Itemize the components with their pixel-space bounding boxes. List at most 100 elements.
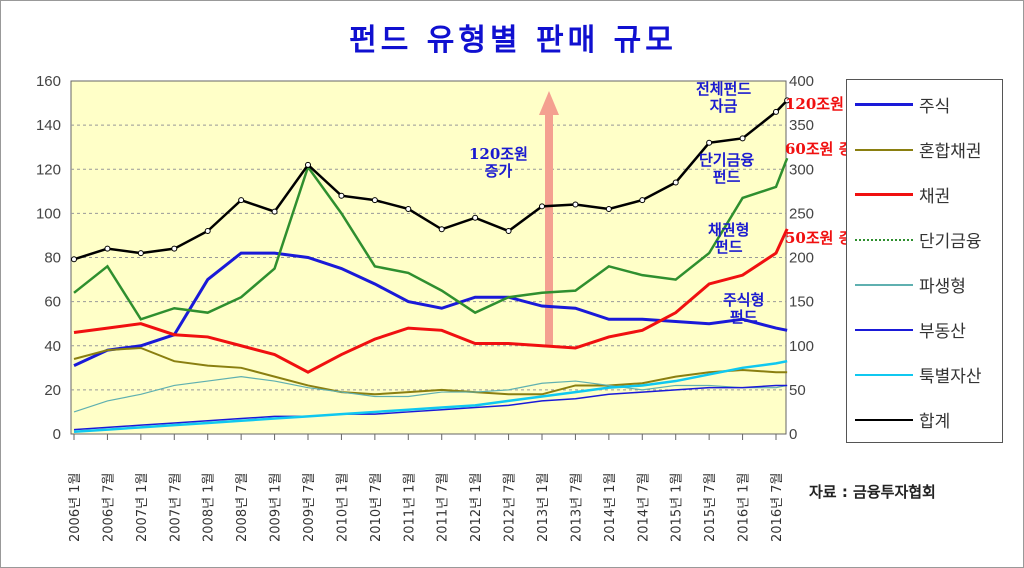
- x-tick-label: 2006년 7월: [101, 473, 116, 542]
- data-point: [773, 108, 779, 115]
- data-point: [238, 197, 245, 204]
- equity-label: 주식형 펀드: [723, 291, 765, 326]
- data-point: [438, 226, 445, 233]
- x-tick-label: 2013년 1월: [536, 473, 551, 542]
- x-tick-label: 2010년 7월: [369, 473, 384, 542]
- right-tick-label: 0: [789, 426, 797, 443]
- legend-item: 채권: [855, 182, 950, 207]
- data-point: [338, 192, 345, 199]
- legend-swatch: [855, 148, 913, 151]
- legend-swatch: [855, 328, 913, 331]
- series-line-채권: [73, 228, 789, 374]
- left-tick-label: 0: [53, 426, 61, 443]
- x-tick-label: 2008년 1월: [202, 473, 217, 542]
- series-line-부동산: [73, 384, 788, 431]
- left-tick-label: 60: [44, 294, 61, 311]
- mmf-increase: 60조원 증가: [785, 140, 867, 158]
- mmf-label: 단기금융 펀드: [699, 151, 755, 186]
- x-tick-label: 2014년 1월: [603, 473, 618, 542]
- data-point: [71, 256, 77, 263]
- x-tick-label: 2011년 7월: [436, 473, 451, 542]
- series-line-주식: [73, 251, 788, 367]
- x-tick-label: 2012년 1월: [469, 473, 484, 542]
- increase-arrow-head: [539, 91, 559, 115]
- left-tick-label: 160: [36, 73, 61, 90]
- left-tick-label: 100: [36, 205, 61, 222]
- series-line-파생형: [73, 376, 788, 413]
- x-tick-label: 2015년 1월: [670, 473, 685, 542]
- left-tick-label: 120: [36, 161, 61, 178]
- x-tick-label: 2016년 7월: [770, 473, 785, 542]
- left-tick-label: 40: [44, 338, 61, 355]
- x-tick-label: 2013년 7월: [569, 473, 584, 542]
- x-tick-label: 2006년 1월: [68, 473, 83, 542]
- x-tick-label: 2012년 7월: [503, 473, 518, 542]
- legend-item: 주식: [855, 92, 950, 117]
- legend-swatch: [855, 283, 913, 286]
- data-point: [137, 250, 144, 257]
- legend-label: 부동산: [919, 322, 966, 342]
- arrow-annotation: 120조원 증가: [469, 145, 528, 180]
- legend-label: 단기금융: [919, 232, 982, 252]
- data-point: [639, 197, 646, 204]
- legend-swatch: [855, 193, 913, 196]
- bond-label: 채권형 펀드: [708, 221, 750, 256]
- data-point: [305, 161, 311, 168]
- series-line-툭별자산: [73, 359, 788, 434]
- data-point: [505, 228, 512, 235]
- chart-title: 펀드 유형별 판매 규모: [349, 23, 677, 58]
- x-tick-label: 2011년 1월: [402, 473, 417, 542]
- legend-label: 툭별자산: [919, 367, 982, 387]
- legend-item: 툭별자산: [855, 362, 982, 387]
- data-point: [739, 135, 746, 142]
- right-tick-label: 150: [789, 294, 814, 311]
- right-tick-label: 100: [789, 338, 814, 355]
- x-tick-label: 2015년 7월: [703, 473, 718, 542]
- data-point: [271, 208, 278, 215]
- data-point: [539, 203, 545, 210]
- data-point: [472, 214, 479, 221]
- series-line-단기금융: [73, 157, 789, 321]
- data-point: [405, 205, 412, 212]
- x-tick-label: 2014년 7월: [636, 473, 651, 542]
- legend-swatch: [855, 238, 913, 241]
- data-point: [371, 197, 378, 204]
- right-tick-label: 250: [789, 205, 814, 222]
- legend-swatch: [855, 418, 913, 421]
- legend-item: 파생형: [855, 272, 966, 297]
- data-point: [605, 205, 612, 212]
- right-tick-label: 50: [789, 382, 806, 399]
- x-tick-label: 2009년 1월: [269, 473, 284, 542]
- x-tick-label: 2016년 1월: [737, 473, 752, 542]
- left-tick-label: 80: [44, 250, 61, 267]
- left-tick-label: 140: [36, 117, 61, 134]
- legend-item: 부동산: [855, 317, 966, 342]
- bond-increase: 50조원 증가: [785, 229, 867, 247]
- legend-item: 합계: [855, 407, 950, 432]
- right-tick-label: 350: [789, 117, 814, 134]
- data-point: [672, 179, 679, 186]
- data-point: [572, 201, 579, 208]
- legend-item: 단기금융: [855, 227, 982, 252]
- legend-label: 주식: [919, 97, 951, 117]
- data-point: [171, 245, 178, 252]
- right-tick-label: 200: [789, 250, 814, 267]
- series-line-혼합채권: [73, 346, 788, 396]
- data-point: [204, 228, 211, 235]
- legend-label: 합계: [919, 412, 951, 432]
- right-tick-label: 400: [789, 73, 814, 90]
- x-tick-label: 2008년 7월: [235, 473, 250, 542]
- data-point: [784, 97, 791, 104]
- legend-label: 파생형: [919, 277, 966, 297]
- x-tick-label: 2010년 1월: [335, 473, 350, 542]
- data-point: [104, 245, 111, 252]
- data-point: [706, 139, 713, 146]
- total-label: 전체펀드 자금: [696, 80, 752, 115]
- x-tick-label: 2007년 1월: [135, 473, 150, 542]
- right-tick-label: 300: [789, 161, 814, 178]
- legend-swatch: [855, 103, 913, 106]
- legend-label: 혼합채권: [919, 142, 982, 162]
